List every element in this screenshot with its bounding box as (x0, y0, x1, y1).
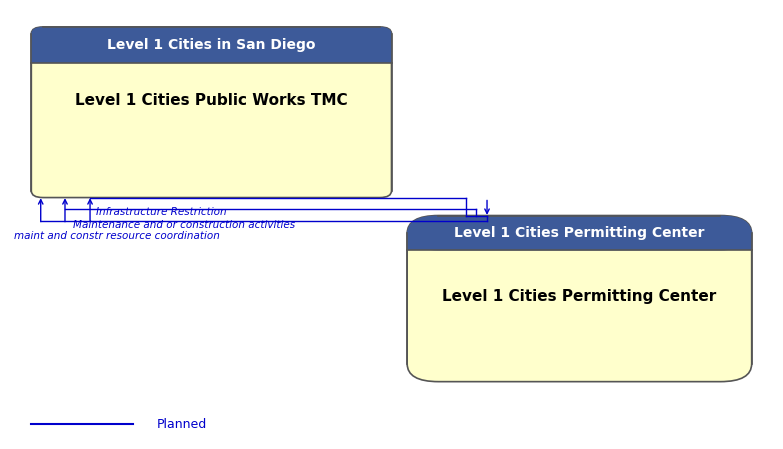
Bar (31, 43, 392, 63)
Bar (407, 231, 752, 251)
Text: Level 1 Cities Permitting Center: Level 1 Cities Permitting Center (454, 226, 705, 240)
Text: Level 1 Cities Public Works TMC: Level 1 Cities Public Works TMC (75, 93, 348, 108)
FancyBboxPatch shape (407, 216, 752, 382)
Text: Planned: Planned (157, 418, 207, 431)
FancyBboxPatch shape (407, 216, 752, 251)
Text: Infrastructure Restriction: Infrastructure Restriction (96, 207, 227, 217)
Text: maint and constr resource coordination: maint and constr resource coordination (14, 231, 220, 241)
Text: Maintenance and or construction activities: Maintenance and or construction activiti… (73, 220, 295, 229)
Text: Level 1 Cities Permitting Center: Level 1 Cities Permitting Center (442, 289, 716, 304)
FancyBboxPatch shape (31, 27, 392, 63)
Text: Level 1 Cities in San Diego: Level 1 Cities in San Diego (107, 38, 316, 52)
FancyBboxPatch shape (31, 27, 392, 198)
